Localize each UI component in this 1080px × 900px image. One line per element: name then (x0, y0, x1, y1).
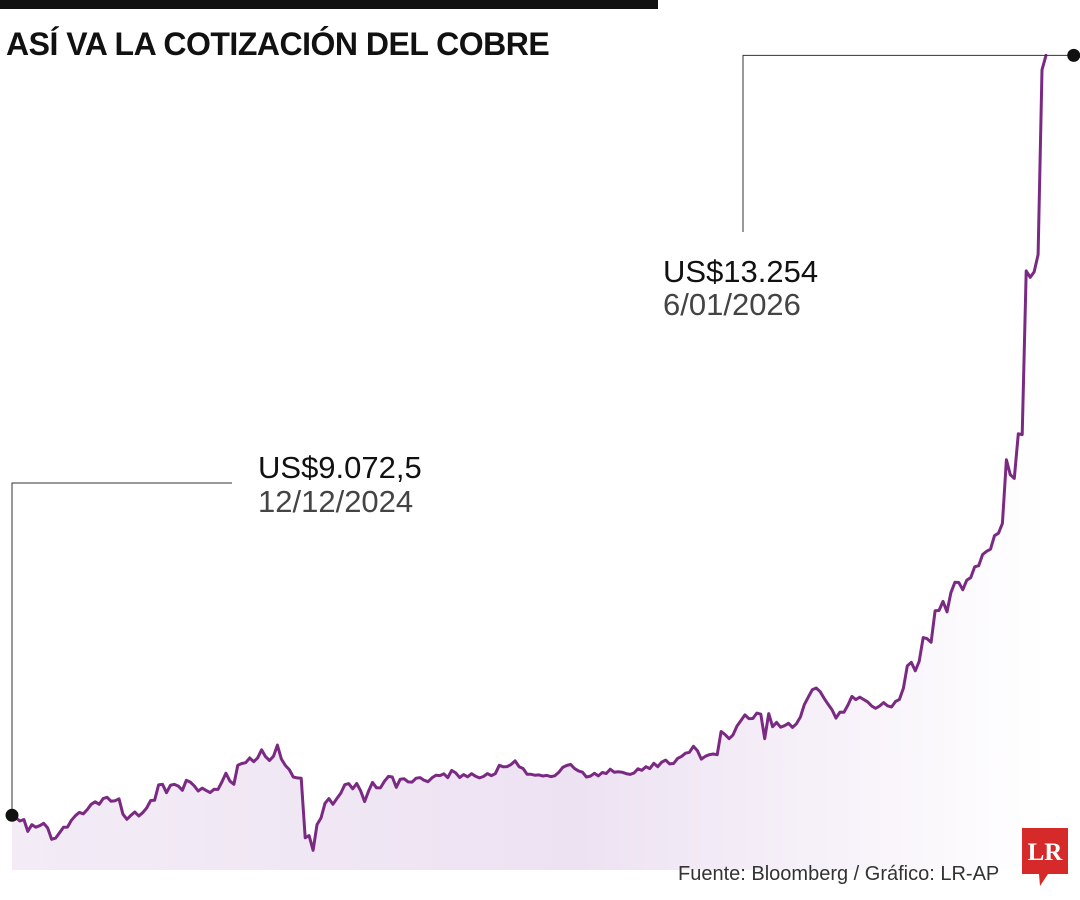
end-marker (1067, 48, 1080, 62)
start-marker (5, 808, 19, 822)
end-leader-line (742, 54, 1074, 232)
lr-logo: LR (1022, 828, 1068, 886)
start-price-label: US$9.072,5 (258, 450, 422, 485)
start-leader-line (11, 482, 232, 816)
lr-logo-text: LR (1028, 839, 1064, 866)
start-date-label: 12/12/2024 (258, 484, 413, 519)
top-rule (0, 0, 658, 9)
end-date-label: 6/01/2026 (663, 287, 801, 322)
chart-title: ASÍ VA LA COTIZACIÓN DEL COBRE (6, 26, 550, 62)
price-area (12, 55, 1046, 870)
end-price-label: US$13.254 (663, 254, 818, 289)
source-credit: Fuente: Bloomberg / Gráfico: LR-AP (678, 863, 1000, 885)
price-line (10, 53, 1048, 852)
